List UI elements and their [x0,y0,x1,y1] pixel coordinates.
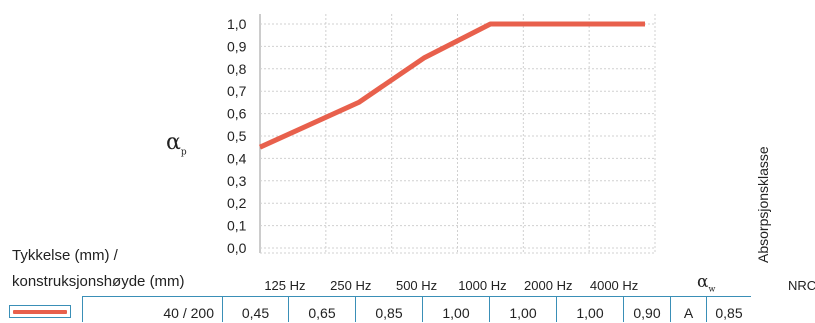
alpha-w-subscript: w [708,284,716,294]
alpha-w-symbol: α [697,272,709,292]
chart-grid [259,14,656,254]
x-tick-label: 500 Hz [396,278,437,293]
y-tick-label: 0,1 [227,218,247,234]
y-tick-label: 0,9 [227,38,247,54]
absorption-class-cell: A [671,297,707,322]
y-tick-label: 0,5 [227,128,247,144]
y-tick-label: 0,4 [227,150,247,166]
value-cell-500: 0,85 [356,297,423,322]
x-axis-ticks: 125 Hz 250 Hz 500 Hz 1000 Hz 2000 Hz 4000 Hz [264,278,638,293]
value-cell-4000: 1,00 [557,297,624,322]
y-tick-label: 0,7 [227,83,247,99]
alpha-w-header: αw [697,272,715,293]
thickness-cell: 40 / 200 [83,297,223,322]
x-tick-label: 250 Hz [330,278,371,293]
y-axis-ticks: 0,0 0,1 0,2 0,3 0,4 0,5 0,6 0,7 0,8 0,9 1,0 [227,16,247,256]
x-tick-label: 2000 Hz [524,278,572,293]
x-tick-label: 125 Hz [264,278,305,293]
value-cell-2000: 1,00 [490,297,557,322]
nrc-cell: 0,85 [715,305,743,321]
y-tick-label: 0,8 [227,61,247,77]
y-tick-label: 0,6 [227,106,247,122]
thickness-header-line1: Tykkelse (mm) / [12,247,118,264]
alpha-w-cell: 0,90 [624,297,671,322]
y-tick-label: 1,0 [227,16,247,32]
alpha-p-subscript: p [180,147,187,158]
value-cell-250: 0,65 [289,297,356,322]
series-legend-swatch [9,305,71,318]
y-tick-label: 0,0 [227,240,247,256]
value-cell-1000: 1,00 [423,297,490,322]
absorption-class-header: Absorpsjonsklasse [755,146,771,263]
x-tick-label: 1000 Hz [458,278,506,293]
nrc-header: NRC [788,278,815,293]
y-axis-label: αp [166,130,187,157]
y-tick-label: 0,2 [227,195,247,211]
alpha-p-symbol: α [166,130,181,155]
y-tick-label: 0,3 [227,173,247,189]
value-cell-125: 0,45 [223,297,289,322]
table-row: 40 / 200 0,45 0,65 0,85 1,00 1,00 1,00 0… [82,296,751,322]
chart-series [258,21,645,150]
series-line [258,21,645,150]
x-tick-label: 4000 Hz [590,278,638,293]
legend-line [13,310,67,314]
thickness-header-line2: konstruksjonshøyde (mm) [12,273,185,290]
